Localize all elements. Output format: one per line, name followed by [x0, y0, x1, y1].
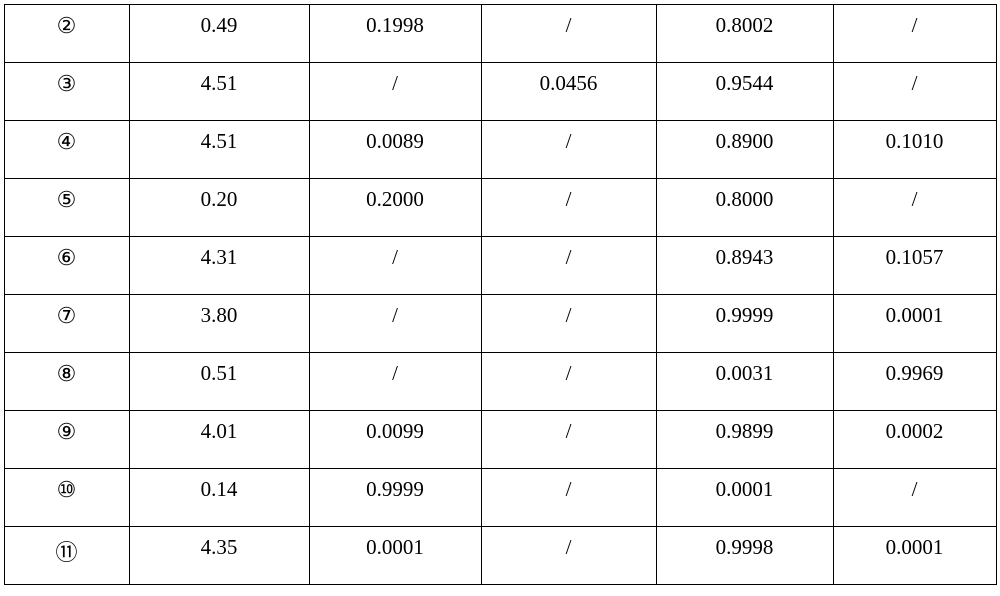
- table-row: ③ 4.51 / 0.0456 0.9544 /: [4, 63, 996, 121]
- cell-value: /: [309, 237, 481, 295]
- cell-value: 4.31: [129, 237, 309, 295]
- cell-value: 0.14: [129, 469, 309, 527]
- cell-value: /: [481, 411, 656, 469]
- cell-value: /: [481, 5, 656, 63]
- row-label: ⑪: [4, 527, 129, 585]
- cell-value: /: [833, 469, 996, 527]
- cell-value: 0.51: [129, 353, 309, 411]
- cell-value: 0.2000: [309, 179, 481, 237]
- cell-value: 0.49: [129, 5, 309, 63]
- cell-value: /: [481, 469, 656, 527]
- table-row: ⑤ 0.20 0.2000 / 0.8000 /: [4, 179, 996, 237]
- cell-value: 0.20: [129, 179, 309, 237]
- cell-value: 0.0001: [309, 527, 481, 585]
- table-row: ⑩ 0.14 0.9999 / 0.0001 /: [4, 469, 996, 527]
- cell-value: 4.01: [129, 411, 309, 469]
- cell-value: 0.0001: [833, 527, 996, 585]
- cell-value: 0.0031: [656, 353, 833, 411]
- cell-value: 0.0002: [833, 411, 996, 469]
- cell-value: 0.9899: [656, 411, 833, 469]
- cell-value: /: [309, 295, 481, 353]
- cell-value: /: [481, 527, 656, 585]
- table-row: ② 0.49 0.1998 / 0.8002 /: [4, 5, 996, 63]
- table-row: ⑪ 4.35 0.0001 / 0.9998 0.0001: [4, 527, 996, 585]
- table-body: ② 0.49 0.1998 / 0.8002 / ③ 4.51 / 0.0456…: [4, 5, 996, 585]
- cell-value: /: [309, 63, 481, 121]
- row-label: ④: [4, 121, 129, 179]
- row-label: ⑩: [4, 469, 129, 527]
- cell-value: 0.0089: [309, 121, 481, 179]
- cell-value: 0.0001: [833, 295, 996, 353]
- cell-value: 0.8900: [656, 121, 833, 179]
- cell-value: 0.9999: [656, 295, 833, 353]
- table-row: ⑨ 4.01 0.0099 / 0.9899 0.0002: [4, 411, 996, 469]
- row-label: ⑨: [4, 411, 129, 469]
- data-table: ② 0.49 0.1998 / 0.8002 / ③ 4.51 / 0.0456…: [4, 4, 997, 585]
- cell-value: /: [833, 63, 996, 121]
- cell-value: /: [309, 353, 481, 411]
- row-label: ②: [4, 5, 129, 63]
- cell-value: /: [481, 353, 656, 411]
- cell-value: /: [481, 121, 656, 179]
- cell-value: 0.0099: [309, 411, 481, 469]
- table-row: ④ 4.51 0.0089 / 0.8900 0.1010: [4, 121, 996, 179]
- table-row: ⑧ 0.51 / / 0.0031 0.9969: [4, 353, 996, 411]
- cell-value: 0.9544: [656, 63, 833, 121]
- cell-value: 0.1998: [309, 5, 481, 63]
- cell-value: /: [833, 179, 996, 237]
- cell-value: 0.8000: [656, 179, 833, 237]
- cell-value: 0.9998: [656, 527, 833, 585]
- row-label: ⑧: [4, 353, 129, 411]
- cell-value: 4.35: [129, 527, 309, 585]
- cell-value: /: [833, 5, 996, 63]
- row-label: ⑦: [4, 295, 129, 353]
- row-label: ⑤: [4, 179, 129, 237]
- row-label: ③: [4, 63, 129, 121]
- cell-value: 0.9999: [309, 469, 481, 527]
- cell-value: 0.9969: [833, 353, 996, 411]
- table-row: ⑦ 3.80 / / 0.9999 0.0001: [4, 295, 996, 353]
- cell-value: 0.8943: [656, 237, 833, 295]
- cell-value: 0.0001: [656, 469, 833, 527]
- cell-value: 3.80: [129, 295, 309, 353]
- cell-value: 0.0456: [481, 63, 656, 121]
- cell-value: 4.51: [129, 63, 309, 121]
- cell-value: /: [481, 295, 656, 353]
- row-label: ⑥: [4, 237, 129, 295]
- cell-value: /: [481, 179, 656, 237]
- cell-value: /: [481, 237, 656, 295]
- cell-value: 0.8002: [656, 5, 833, 63]
- table-row: ⑥ 4.31 / / 0.8943 0.1057: [4, 237, 996, 295]
- cell-value: 4.51: [129, 121, 309, 179]
- cell-value: 0.1010: [833, 121, 996, 179]
- cell-value: 0.1057: [833, 237, 996, 295]
